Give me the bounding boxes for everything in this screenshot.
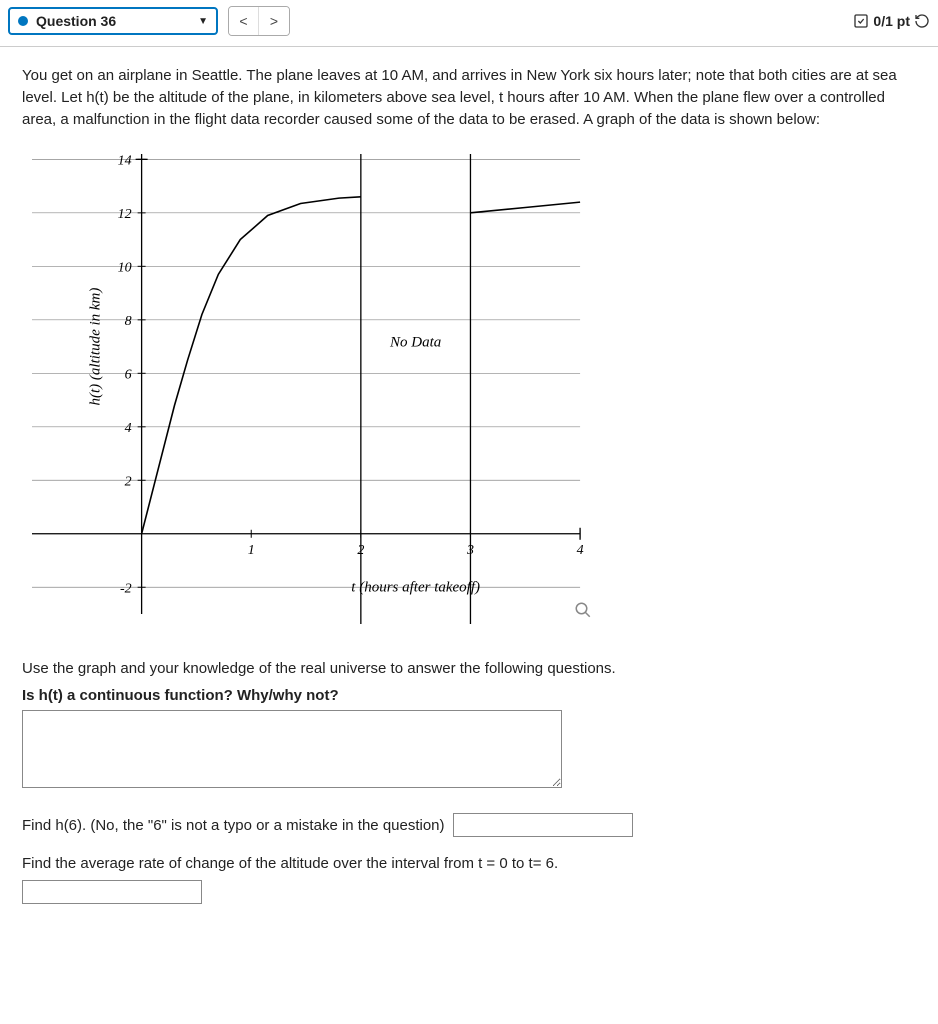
svg-text:4: 4 bbox=[125, 421, 132, 436]
svg-text:4: 4 bbox=[577, 543, 584, 558]
svg-text:No Data: No Data bbox=[389, 335, 441, 351]
prev-question-button[interactable]: < bbox=[229, 7, 259, 35]
q3-answer-input[interactable] bbox=[22, 880, 202, 904]
points-text: 0/1 pt bbox=[873, 13, 910, 29]
q3-label: Find the average rate of change of the a… bbox=[22, 855, 916, 872]
svg-text:t (hours after takeoff): t (hours after takeoff) bbox=[351, 580, 480, 596]
status-dot-icon bbox=[18, 16, 28, 26]
question-dropdown[interactable]: Question 36 ▼ bbox=[8, 7, 218, 35]
q2-answer-input[interactable] bbox=[453, 813, 633, 837]
zoom-icon[interactable] bbox=[574, 601, 592, 622]
svg-text:14: 14 bbox=[118, 154, 132, 169]
svg-text:6: 6 bbox=[125, 368, 132, 383]
svg-text:8: 8 bbox=[125, 314, 132, 329]
q1-answer-input[interactable] bbox=[22, 710, 562, 788]
question-number: Question 36 bbox=[36, 13, 116, 29]
retry-icon bbox=[914, 13, 930, 29]
question-prompt: You get on an airplane in Seattle. The p… bbox=[22, 65, 916, 130]
checkbox-icon bbox=[853, 13, 869, 29]
svg-text:-2: -2 bbox=[120, 582, 132, 597]
svg-text:12: 12 bbox=[118, 207, 132, 222]
chevron-down-icon: ▼ bbox=[198, 16, 208, 27]
svg-text:10: 10 bbox=[118, 261, 132, 276]
svg-text:h(t) (altitude in km): h(t) (altitude in km) bbox=[88, 288, 104, 406]
points-display: 0/1 pt bbox=[853, 13, 930, 29]
question-content: You get on an airplane in Seattle. The p… bbox=[0, 47, 938, 922]
svg-text:2: 2 bbox=[125, 475, 132, 490]
q2-label: Find h(6). (No, the "6" is not a typo or… bbox=[22, 817, 445, 834]
followup-intro: Use the graph and your knowledge of the … bbox=[22, 660, 916, 677]
svg-text:1: 1 bbox=[248, 543, 255, 558]
q1-label: Is h(t) a continuous function? Why/why n… bbox=[22, 687, 916, 704]
question-header: Question 36 ▼ < > 0/1 pt bbox=[0, 0, 938, 47]
q2-row: Find h(6). (No, the "6" is not a typo or… bbox=[22, 813, 916, 837]
next-question-button[interactable]: > bbox=[259, 7, 289, 35]
altitude-chart: -224681012141234No Datat (hours after ta… bbox=[22, 144, 612, 644]
nav-arrows: < > bbox=[228, 6, 290, 36]
